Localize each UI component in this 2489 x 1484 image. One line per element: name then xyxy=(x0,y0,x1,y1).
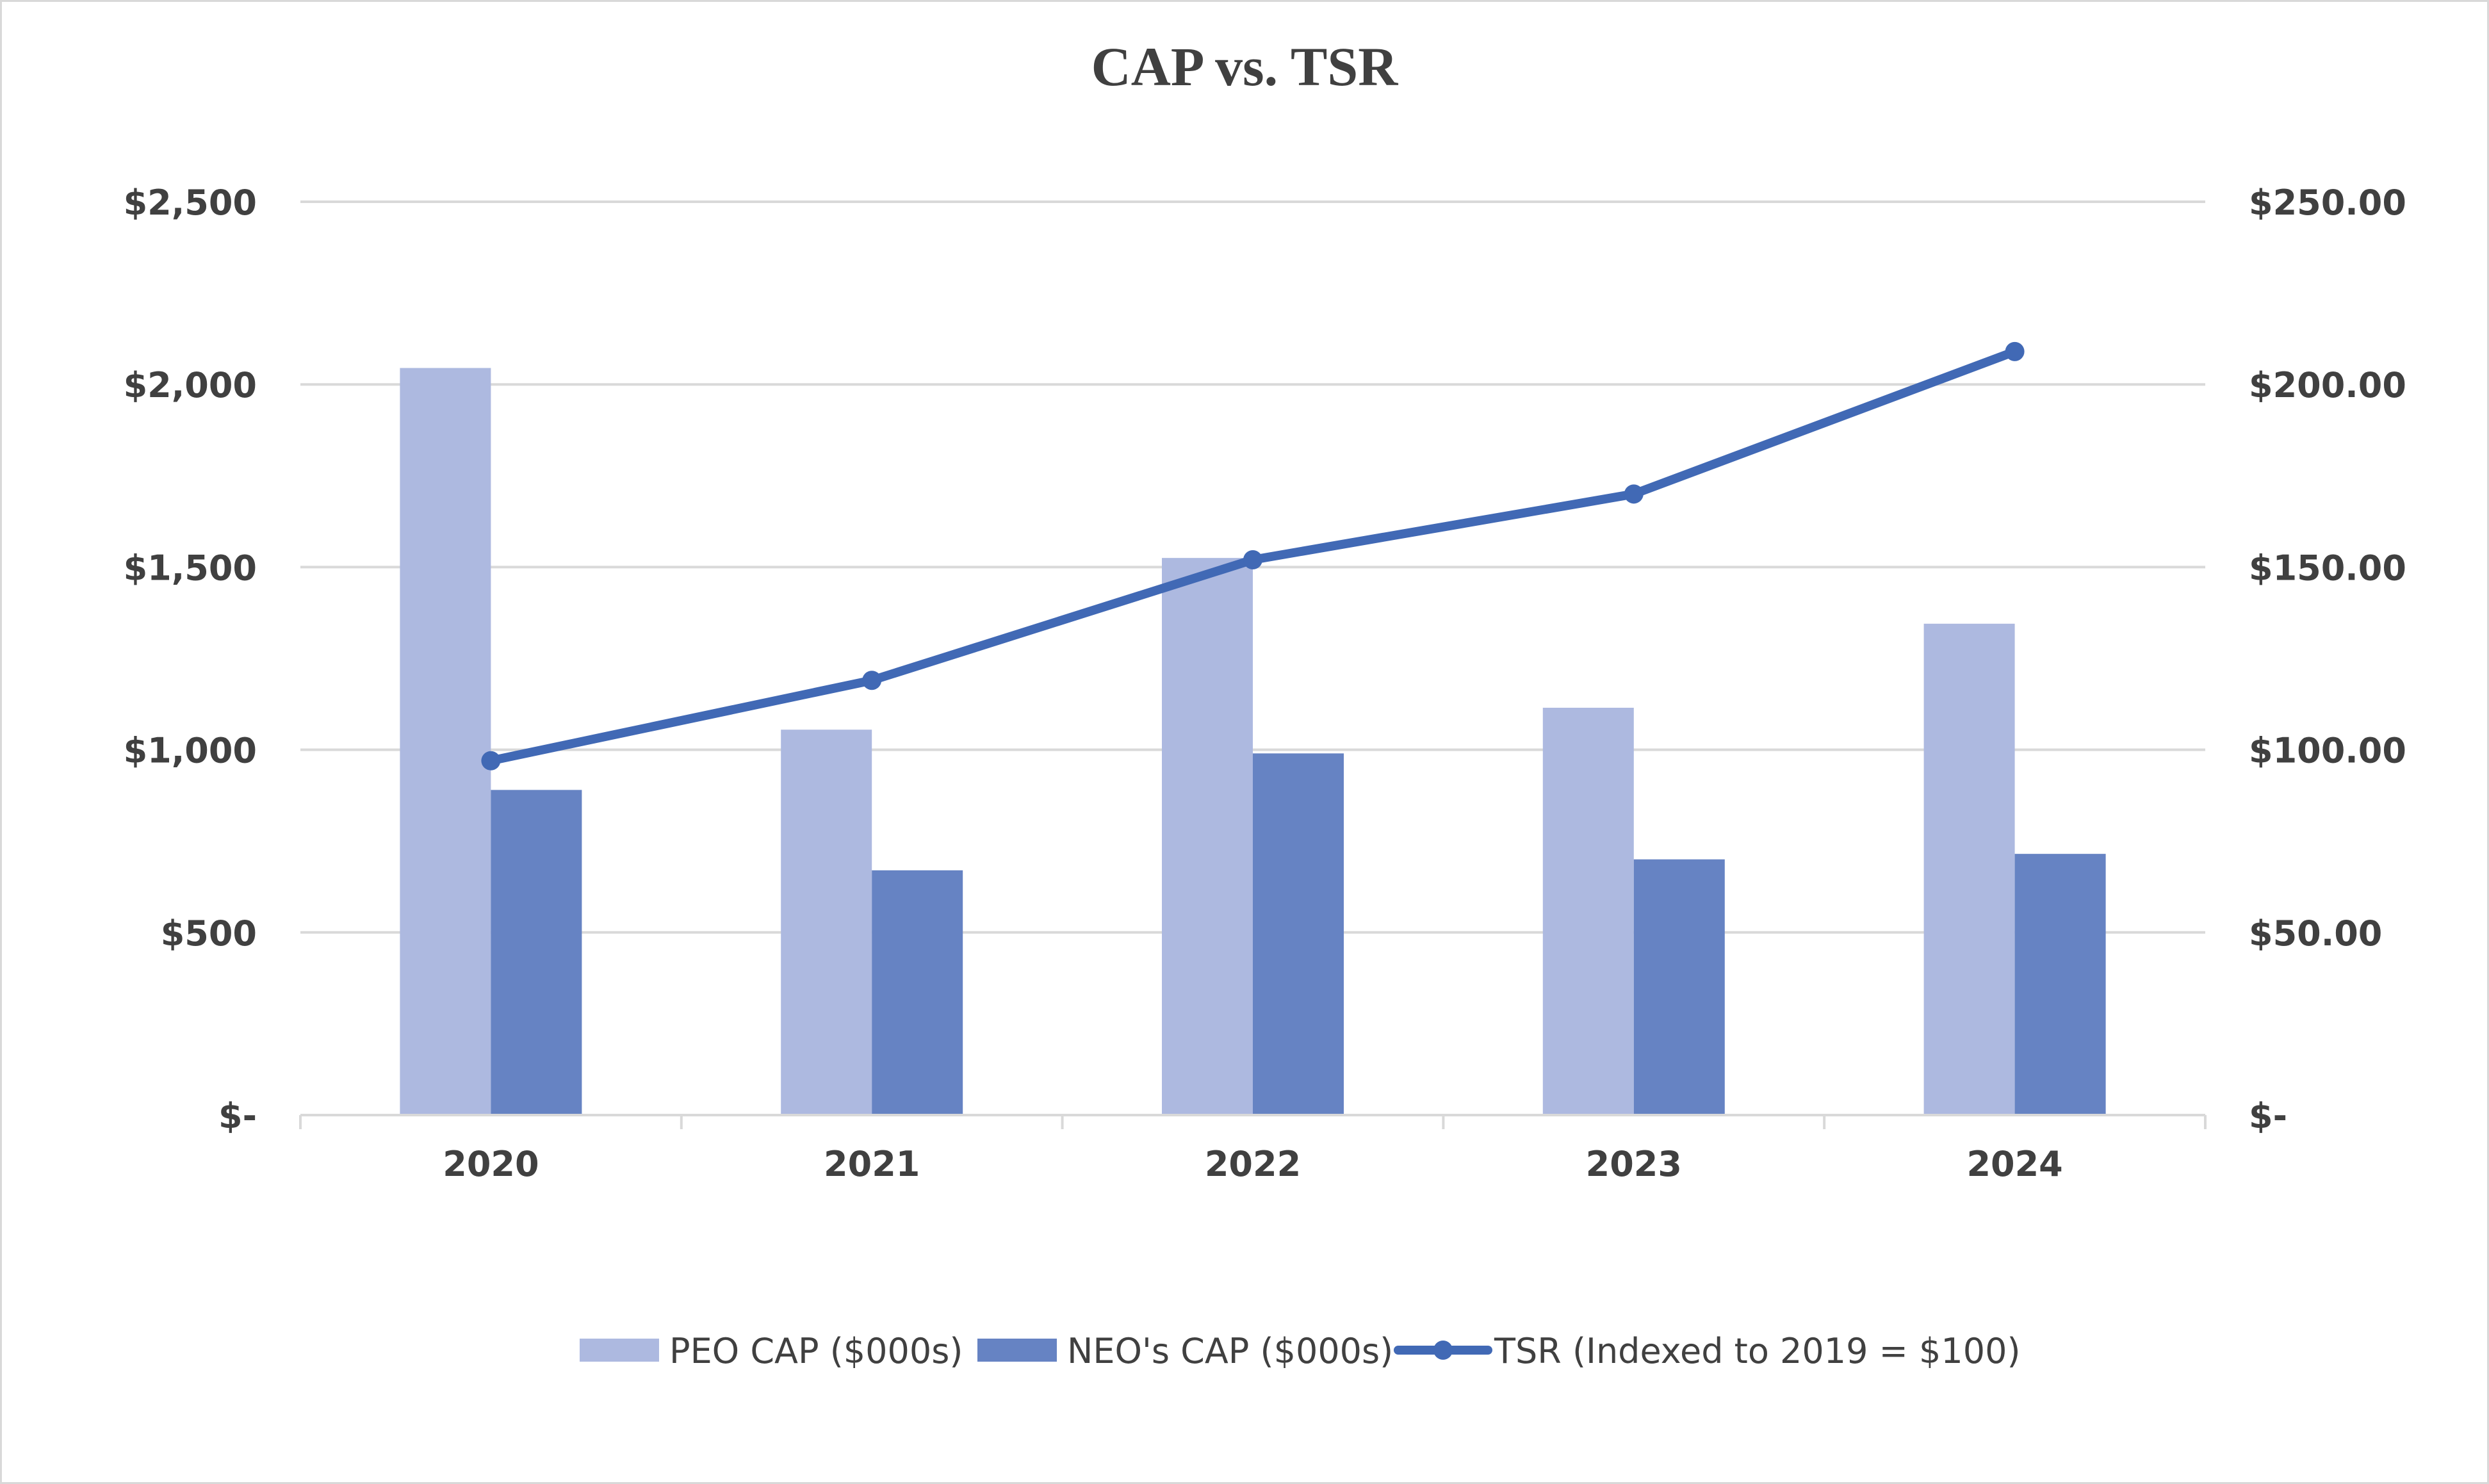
tsr-point xyxy=(862,671,882,690)
y-left-tick-label: $500 xyxy=(161,913,257,954)
y-right-tick-label: $50.00 xyxy=(2249,913,2382,954)
bar xyxy=(1542,708,1634,1115)
y-left-tick-label: $1,500 xyxy=(124,548,257,588)
x-tick-label: 2023 xyxy=(1586,1144,1682,1184)
legend-label: TSR (Indexed to 2019 = $100) xyxy=(1494,1331,2021,1371)
bar xyxy=(1162,558,1253,1115)
y-right-tick-label: $250.00 xyxy=(2249,183,2406,223)
y-left-tick-label: $2,500 xyxy=(124,183,257,223)
axes: $- $500 $1,000 $1,500 $2,000 $2,500 $- $50.00 $1… xyxy=(124,183,2406,1184)
x-tick-label: 2022 xyxy=(1205,1144,1301,1184)
y-right-tick-label: $150.00 xyxy=(2249,548,2406,588)
bar xyxy=(872,870,963,1115)
legend: PEO CAP ($000s) NEO's CAP ($000s) TSR (Ind… xyxy=(580,1331,2021,1371)
bar xyxy=(1923,623,2015,1115)
x-tick-label: 2024 xyxy=(1966,1144,2062,1184)
y-left-tick-label: $1,000 xyxy=(124,731,257,771)
bars xyxy=(400,368,2106,1115)
bar xyxy=(2014,854,2106,1115)
y-right-tick-label: $200.00 xyxy=(2249,365,2406,405)
bar xyxy=(781,730,872,1115)
y-right-tick-label: $100.00 xyxy=(2249,731,2406,771)
tsr-point xyxy=(2005,341,2025,361)
x-tick-label: 2020 xyxy=(443,1144,539,1184)
y-left-tick-label: $- xyxy=(218,1096,257,1136)
y-left-tick-label: $2,000 xyxy=(124,365,257,405)
x-tick-label: 2021 xyxy=(824,1144,920,1184)
legend-marker xyxy=(1433,1341,1453,1360)
bar xyxy=(1253,753,1344,1115)
chart-title: CAP vs. TSR xyxy=(1091,36,1399,97)
tsr-line xyxy=(481,341,2025,771)
legend-label: PEO CAP ($000s) xyxy=(669,1331,963,1371)
legend-label: NEO's CAP ($000s) xyxy=(1067,1331,1393,1371)
tsr-point xyxy=(481,751,501,771)
legend-swatch xyxy=(977,1339,1057,1362)
tsr-point xyxy=(1624,484,1644,504)
legend-swatch xyxy=(580,1339,659,1362)
y-right-tick-label: $- xyxy=(2249,1096,2287,1136)
bar xyxy=(1633,859,1725,1115)
tsr-point xyxy=(1243,550,1262,569)
bar xyxy=(491,790,582,1115)
bar xyxy=(400,368,491,1115)
